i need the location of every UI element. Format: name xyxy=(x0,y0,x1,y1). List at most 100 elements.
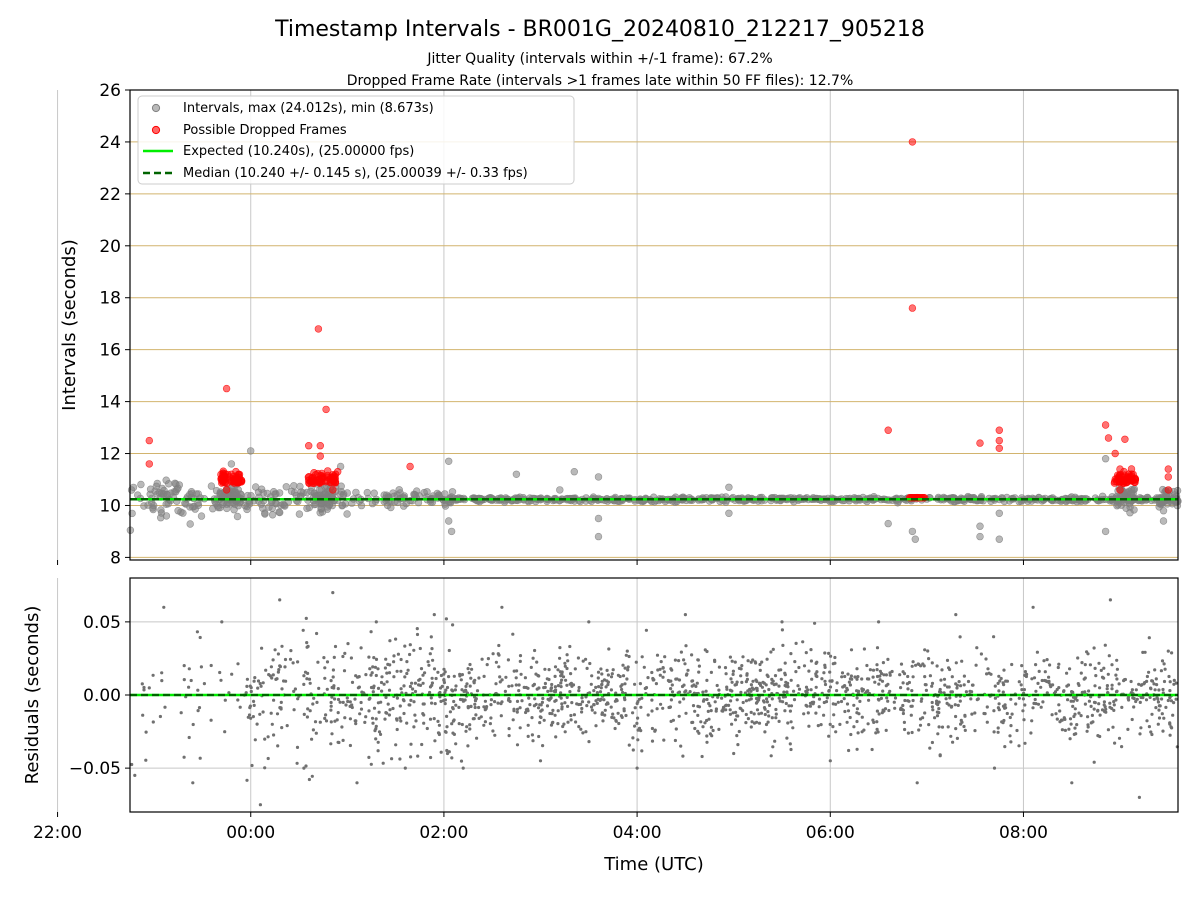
residual-point xyxy=(259,684,263,688)
residual-point xyxy=(1050,713,1054,717)
residual-point xyxy=(901,703,905,708)
residual-point xyxy=(596,670,601,674)
residual-point xyxy=(1137,682,1141,686)
residual-point xyxy=(797,665,801,670)
interval-point xyxy=(1159,517,1168,525)
residual-point xyxy=(199,665,203,669)
residual-point xyxy=(556,722,560,726)
residual-point xyxy=(403,766,407,770)
residual-point xyxy=(494,682,498,686)
residual-point xyxy=(1159,669,1163,673)
residual-point xyxy=(376,740,380,744)
residual-point xyxy=(935,714,940,718)
interval-point xyxy=(175,481,184,489)
residual-point xyxy=(594,685,598,690)
residual-point xyxy=(341,654,345,659)
residual-point xyxy=(920,697,924,701)
residual-point xyxy=(493,733,497,737)
residual-point xyxy=(646,676,650,680)
residual-point xyxy=(794,670,798,674)
residual-point xyxy=(758,662,762,667)
residual-point xyxy=(329,708,333,712)
dropped-frame-point xyxy=(233,475,242,484)
residual-point xyxy=(735,680,739,684)
residual-point xyxy=(584,657,588,661)
residual-point xyxy=(1154,706,1158,710)
chart-subtitle-jitter: Jitter Quality (intervals within +/-1 fr… xyxy=(426,51,772,67)
residual-point xyxy=(346,699,350,704)
residual-point xyxy=(992,635,996,639)
residual-point xyxy=(769,754,773,758)
residual-point xyxy=(773,739,777,743)
residual-point xyxy=(884,728,888,733)
residual-point xyxy=(308,709,312,713)
residual-point xyxy=(705,734,709,738)
residual-point xyxy=(147,686,151,690)
residual-point xyxy=(429,696,433,700)
residual-point xyxy=(804,703,808,708)
residual-point xyxy=(677,678,682,682)
residual-point xyxy=(477,716,481,721)
residual-point xyxy=(898,673,902,677)
residual-point xyxy=(751,679,755,683)
residual-point xyxy=(258,712,262,716)
residual-point xyxy=(923,683,927,687)
residual-point xyxy=(856,731,860,735)
residual-point xyxy=(307,677,312,681)
residual-point xyxy=(1148,695,1152,700)
residual-point xyxy=(754,701,759,705)
residual-point xyxy=(560,678,564,682)
residual-point xyxy=(764,722,769,727)
residual-point xyxy=(730,680,734,684)
residual-point xyxy=(245,677,249,681)
residual-point xyxy=(561,675,566,679)
intervals-y-tick-label: 24 xyxy=(99,133,121,153)
residual-point xyxy=(940,725,945,729)
residual-point xyxy=(765,700,770,704)
residual-point xyxy=(910,689,914,693)
dropped-frame-point xyxy=(908,304,917,312)
residual-point xyxy=(744,721,748,725)
residual-point xyxy=(291,661,295,665)
residual-point xyxy=(409,755,413,759)
residual-point xyxy=(460,722,464,727)
residual-point xyxy=(900,708,905,712)
residual-point xyxy=(564,678,568,682)
residuals-y-tick-label: 0.00 xyxy=(83,686,121,706)
intervals-y-tick-label: 20 xyxy=(99,237,121,257)
residual-point xyxy=(822,671,826,675)
residual-point xyxy=(785,684,790,688)
residual-point xyxy=(526,723,530,727)
residual-point xyxy=(289,649,293,653)
residual-point xyxy=(609,688,614,692)
residuals-y-ticks: 0.050.00−0.05 xyxy=(69,613,130,779)
dropped-frame-point xyxy=(1164,465,1173,473)
residual-point xyxy=(633,724,637,728)
residual-point xyxy=(862,647,867,651)
residual-point xyxy=(301,628,305,632)
residual-point xyxy=(1069,722,1073,726)
residual-point xyxy=(779,677,783,681)
residual-point xyxy=(780,620,784,624)
residual-point xyxy=(380,689,384,693)
residual-point xyxy=(450,756,454,760)
residual-point xyxy=(905,682,910,686)
residual-point xyxy=(331,675,335,679)
residual-point xyxy=(942,677,947,681)
residual-point xyxy=(957,680,961,684)
residual-point xyxy=(542,686,546,690)
residual-point xyxy=(477,705,481,710)
residual-point xyxy=(760,660,764,664)
residual-point xyxy=(871,668,876,672)
residual-point xyxy=(1156,700,1160,704)
residual-point xyxy=(1057,662,1061,666)
residual-point xyxy=(187,667,191,671)
residual-point xyxy=(261,681,265,685)
residual-point xyxy=(636,700,640,704)
residual-point xyxy=(315,700,319,705)
interval-point xyxy=(594,514,603,523)
residual-point xyxy=(973,711,977,715)
residual-point xyxy=(563,701,567,705)
residual-point xyxy=(755,720,759,724)
residual-point xyxy=(697,670,701,674)
